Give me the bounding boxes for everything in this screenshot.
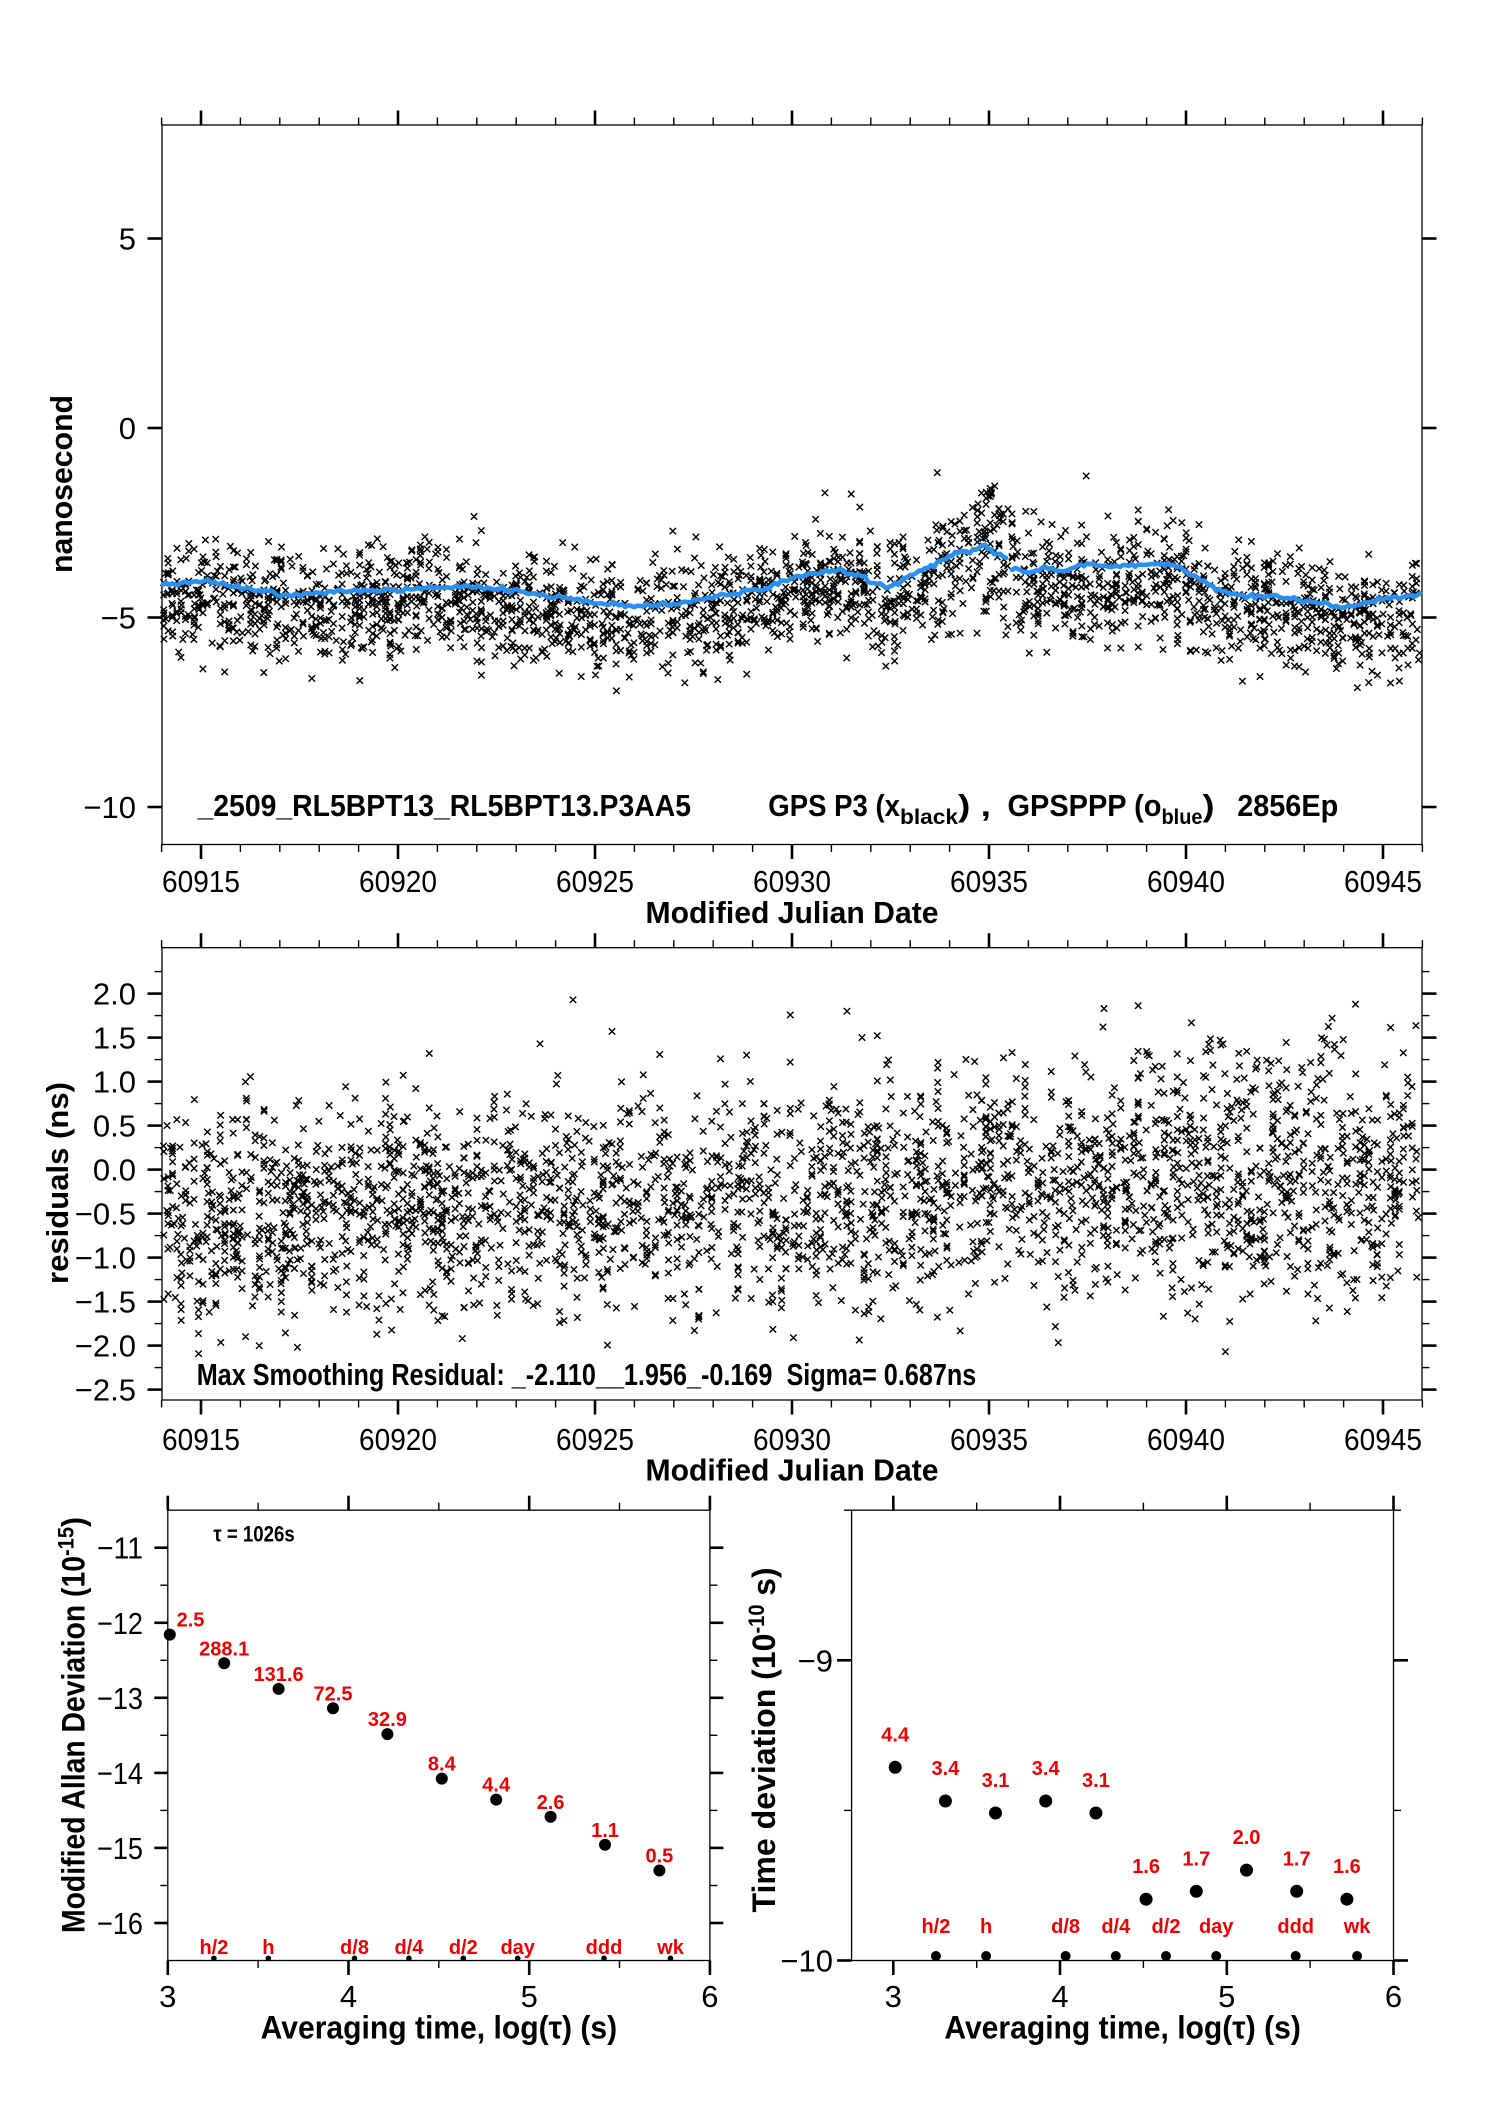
svg-text:60930: 60930: [753, 864, 831, 899]
svg-text:1.1: 1.1: [591, 1820, 619, 1842]
svg-text:60925: 60925: [556, 864, 634, 899]
svg-text:60935: 60935: [950, 864, 1028, 899]
svg-text:0.0: 0.0: [93, 1153, 136, 1188]
svg-text:2.0: 2.0: [93, 977, 136, 1012]
svg-text:4: 4: [340, 1979, 357, 2014]
svg-text:−1.0: −1.0: [75, 1241, 136, 1276]
svg-text:Max Smoothing Residual: _-2.11: Max Smoothing Residual: _-2.110__1.956_-…: [197, 1357, 977, 1392]
svg-text:h: h: [262, 1937, 274, 1959]
svg-text:288.1: 288.1: [199, 1638, 249, 1660]
svg-text:2.5: 2.5: [177, 1610, 205, 1632]
svg-text:residuals (ns): residuals (ns): [40, 1082, 75, 1284]
svg-text:3.4: 3.4: [931, 1758, 960, 1780]
svg-text:32.9: 32.9: [368, 1709, 407, 1731]
svg-text:60920: 60920: [359, 1422, 437, 1457]
svg-text:Modified Julian Date: Modified Julian Date: [646, 895, 939, 930]
svg-text:4.4: 4.4: [482, 1775, 511, 1797]
svg-text:60925: 60925: [556, 1422, 634, 1457]
svg-text:60945: 60945: [1344, 864, 1422, 899]
svg-text:0: 0: [119, 411, 136, 446]
svg-text:3.4: 3.4: [1032, 1758, 1061, 1780]
svg-text:3.1: 3.1: [1082, 1770, 1110, 1792]
svg-text:6: 6: [1385, 1979, 1402, 2014]
svg-text:−14: −14: [97, 1756, 143, 1791]
svg-text:−15: −15: [97, 1831, 143, 1866]
svg-text:Modified Allan Deviation (10-1: Modified Allan Deviation (10-15): [54, 1517, 92, 1933]
svg-text:−1.5: −1.5: [75, 1285, 136, 1320]
svg-text:2.0: 2.0: [1233, 1827, 1261, 1849]
svg-text:6: 6: [701, 1979, 718, 2014]
svg-text:h/2: h/2: [199, 1937, 228, 1959]
svg-text:h/2: h/2: [921, 1916, 950, 1938]
svg-text:−10: −10: [83, 790, 136, 825]
svg-text:131.6: 131.6: [254, 1664, 304, 1686]
svg-text:ddd: ddd: [1277, 1916, 1314, 1938]
svg-text:1.6: 1.6: [1333, 1856, 1361, 1878]
svg-text:d/8: d/8: [1051, 1916, 1080, 1938]
svg-text:d/4: d/4: [1101, 1916, 1131, 1938]
svg-text:day: day: [1199, 1916, 1234, 1938]
svg-text:Time deviation (10-10 s): Time deviation (10-10 s): [744, 1568, 782, 1913]
svg-text:60915: 60915: [162, 1422, 240, 1457]
svg-text:1.7: 1.7: [1283, 1848, 1311, 1870]
svg-text:−9: −9: [798, 1643, 833, 1678]
svg-text:0.5: 0.5: [645, 1846, 673, 1868]
svg-text:1.0: 1.0: [93, 1065, 136, 1100]
svg-text:4.4: 4.4: [881, 1724, 910, 1746]
svg-text:−5: −5: [101, 601, 136, 636]
svg-text:4: 4: [1051, 1979, 1068, 2014]
svg-text:72.5: 72.5: [314, 1683, 353, 1705]
svg-text:1.7: 1.7: [1182, 1848, 1210, 1870]
svg-text:1.5: 1.5: [93, 1021, 136, 1056]
svg-text:3.1: 3.1: [982, 1770, 1010, 1792]
svg-text:60940: 60940: [1147, 1422, 1225, 1457]
svg-text:Averaging time, log(τ) (s): Averaging time, log(τ) (s): [261, 2010, 618, 2046]
svg-text:Modified Julian Date: Modified Julian Date: [646, 1453, 939, 1488]
svg-text:5: 5: [521, 1979, 538, 2014]
svg-text:−13: −13: [97, 1681, 143, 1716]
svg-text:−0.5: −0.5: [75, 1197, 136, 1232]
svg-text:wk: wk: [656, 1937, 685, 1959]
svg-text:60940: 60940: [1147, 864, 1225, 899]
svg-text:−2.5: −2.5: [75, 1373, 136, 1408]
svg-text:5: 5: [1218, 1979, 1235, 2014]
svg-text:τ = 1026s: τ = 1026s: [213, 1522, 294, 1547]
svg-text:−10: −10: [780, 1944, 833, 1979]
svg-text:d/8: d/8: [340, 1937, 369, 1959]
svg-text:Averaging time, log(τ) (s): Averaging time, log(τ) (s): [944, 2010, 1301, 2046]
svg-text:60920: 60920: [359, 864, 437, 899]
svg-text:−11: −11: [97, 1531, 143, 1566]
svg-text:1.6: 1.6: [1132, 1856, 1160, 1878]
svg-text:60930: 60930: [753, 1422, 831, 1457]
svg-text:day: day: [500, 1937, 535, 1959]
svg-text:60935: 60935: [950, 1422, 1028, 1457]
svg-text:ddd: ddd: [586, 1937, 623, 1959]
svg-text:d/2: d/2: [449, 1937, 478, 1959]
svg-text:60915: 60915: [162, 864, 240, 899]
svg-text:2.6: 2.6: [537, 1792, 565, 1814]
svg-text:5: 5: [119, 222, 136, 257]
svg-text:wk: wk: [1343, 1916, 1372, 1938]
svg-text:−2.0: −2.0: [75, 1329, 136, 1364]
svg-text:60945: 60945: [1344, 1422, 1422, 1457]
svg-text:−12: −12: [97, 1606, 143, 1641]
svg-text:−16: −16: [97, 1906, 143, 1941]
svg-text:nanosecond: nanosecond: [44, 395, 79, 573]
svg-text:0.5: 0.5: [93, 1109, 136, 1144]
svg-text:d/2: d/2: [1152, 1916, 1181, 1938]
svg-text:3: 3: [159, 1979, 176, 2014]
svg-text:h: h: [980, 1916, 992, 1938]
svg-text:8.4: 8.4: [428, 1754, 457, 1776]
svg-text:3: 3: [885, 1979, 902, 2014]
svg-text:d/4: d/4: [394, 1937, 424, 1959]
